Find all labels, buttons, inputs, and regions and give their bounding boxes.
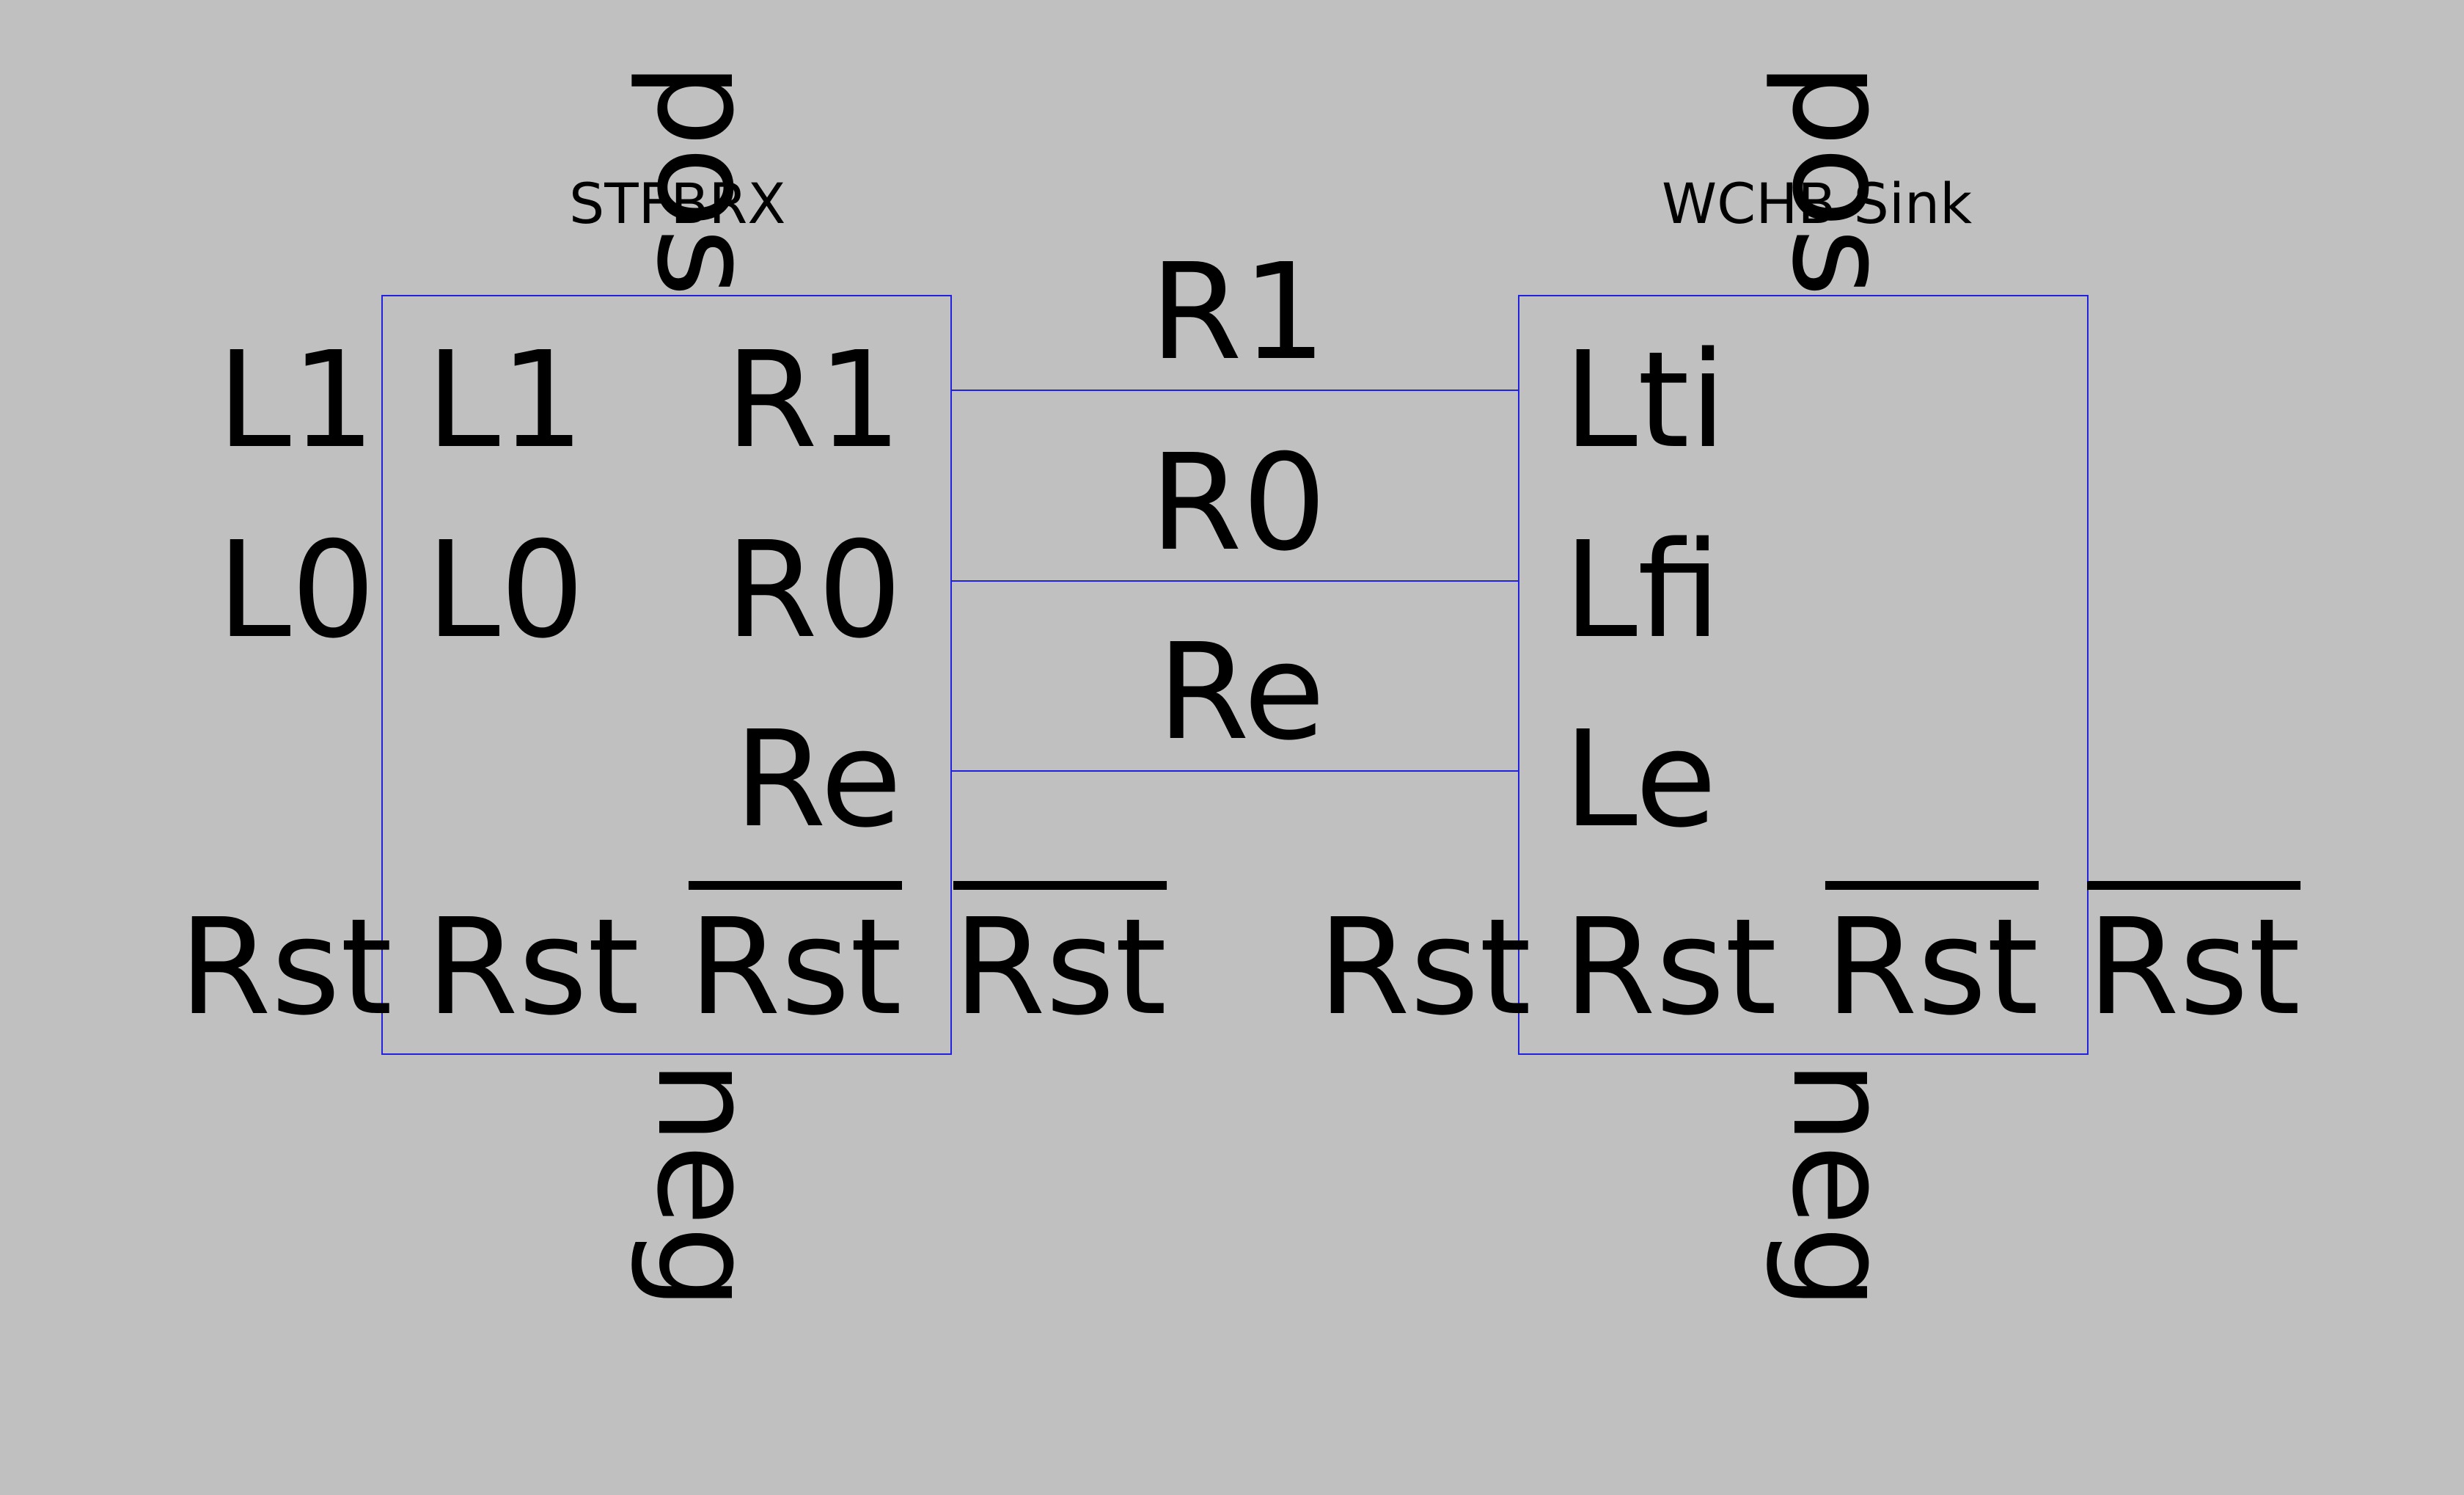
wire-re-label: Re: [1157, 615, 1325, 770]
wchb-sink-pin-rst: Rst: [1563, 890, 1778, 1045]
wchb-sink-neg-pin: neg: [1763, 1060, 1918, 1310]
wchb-sink-pos-pin: pos: [1763, 62, 1918, 297]
stfbrx-pin-rst: Rst: [426, 890, 640, 1045]
stfbrx-pin-re: Re: [734, 702, 902, 857]
wchb-sink-pin-lfi: Lfi: [1563, 513, 1721, 668]
wire-r1[interactable]: [952, 390, 1518, 391]
wire-re[interactable]: [952, 770, 1518, 772]
wire-r1-label: R1: [1150, 235, 1327, 390]
stfbrx-outside-l1: L1: [217, 323, 375, 478]
stfbrx-pin-rst-bar: Rst: [688, 890, 902, 1045]
wire-r0-label: R0: [1150, 425, 1327, 580]
stfbrx-pos-pin: pos: [628, 62, 782, 297]
stfbrx-outside-rst: Rst: [179, 890, 393, 1045]
stfbrx-pin-r1: R1: [725, 323, 902, 478]
stfbrx-pin-l0: L0: [426, 513, 584, 668]
wire-r0[interactable]: [952, 580, 1518, 582]
stfbrx-block[interactable]: [381, 295, 952, 1055]
wchb-sink-pin-lti: Lti: [1563, 323, 1727, 478]
stfbrx-outside-rst-bar: Rst: [953, 890, 1167, 1045]
stfbrx-pin-l1: L1: [426, 323, 584, 478]
stfbrx-neg-pin: neg: [628, 1060, 782, 1310]
stfbrx-outside-l0: L0: [217, 513, 375, 668]
wchb-sink-outside-rst-bar: Rst: [2087, 890, 2301, 1045]
wchb-sink-pin-le: Le: [1563, 702, 1717, 857]
stfbrx-pin-r0: R0: [725, 513, 902, 668]
wchb-sink-pin-rst-bar: Rst: [1825, 890, 2039, 1045]
stfbrx-title: STFBRX: [569, 171, 786, 236]
wchb-sink-title: WCHB Sink: [1662, 171, 1973, 236]
wchb-sink-block[interactable]: [1518, 295, 2089, 1055]
wchb-sink-outside-rst: Rst: [1318, 890, 1532, 1045]
